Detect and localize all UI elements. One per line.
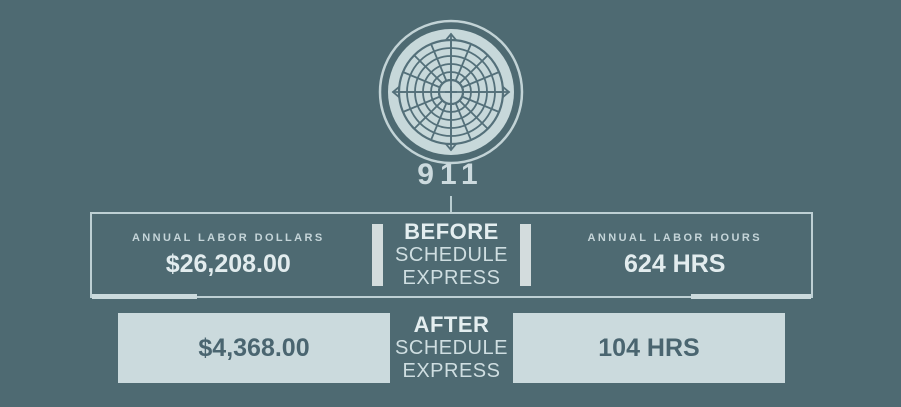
after-heading-stack: AFTER SCHEDULE EXPRESS	[395, 313, 508, 383]
after-subheading-line2: EXPRESS	[402, 360, 501, 382]
after-labor-dollars-cell: $4,368.00	[118, 313, 390, 383]
before-heading: BEFORE	[404, 219, 499, 244]
divider-bar-left	[372, 224, 384, 286]
before-labor-hours-value: 624 HRS	[624, 250, 726, 278]
accent-underline-left	[92, 294, 197, 299]
before-labor-dollars-value: $26,208.00	[165, 250, 291, 278]
after-heading: AFTER	[413, 312, 490, 337]
after-center-label-group: AFTER SCHEDULE EXPRESS	[390, 313, 513, 383]
after-subheading-line1: SCHEDULE	[395, 337, 508, 359]
before-labor-hours-label: ANNUAL LABOR HOURS	[587, 232, 762, 244]
before-subheading-line2: EXPRESS	[402, 267, 501, 289]
after-labor-hours-cell: 104 HRS	[513, 313, 785, 383]
after-labor-dollars-value: $4,368.00	[198, 333, 310, 362]
before-labor-dollars-label: ANNUAL LABOR DOLLARS	[131, 232, 325, 244]
before-labor-hours-cell: ANNUAL LABOR HOURS 624 HRS	[539, 230, 812, 280]
before-comparison-row: ANNUAL LABOR DOLLARS $26,208.00 BEFORE S…	[90, 212, 813, 299]
after-comparison-row: $4,368.00 AFTER SCHEDULE EXPRESS 104 HRS	[118, 313, 785, 383]
headline-container: 911	[0, 158, 901, 192]
accent-underline-right	[691, 294, 811, 299]
radar-icon-container	[0, 18, 901, 166]
connector-line	[450, 196, 452, 214]
radar-compass-icon	[378, 19, 523, 165]
before-center-label-group: BEFORE SCHEDULE EXPRESS	[365, 214, 539, 296]
before-labor-dollars-cell: ANNUAL LABOR DOLLARS $26,208.00	[92, 230, 365, 280]
before-subheading-line1: SCHEDULE	[395, 244, 508, 266]
after-labor-hours-value: 104 HRS	[598, 333, 700, 362]
before-heading-stack: BEFORE SCHEDULE EXPRESS	[383, 220, 520, 290]
divider-bar-right	[519, 224, 531, 286]
page-title: 911	[417, 158, 484, 191]
